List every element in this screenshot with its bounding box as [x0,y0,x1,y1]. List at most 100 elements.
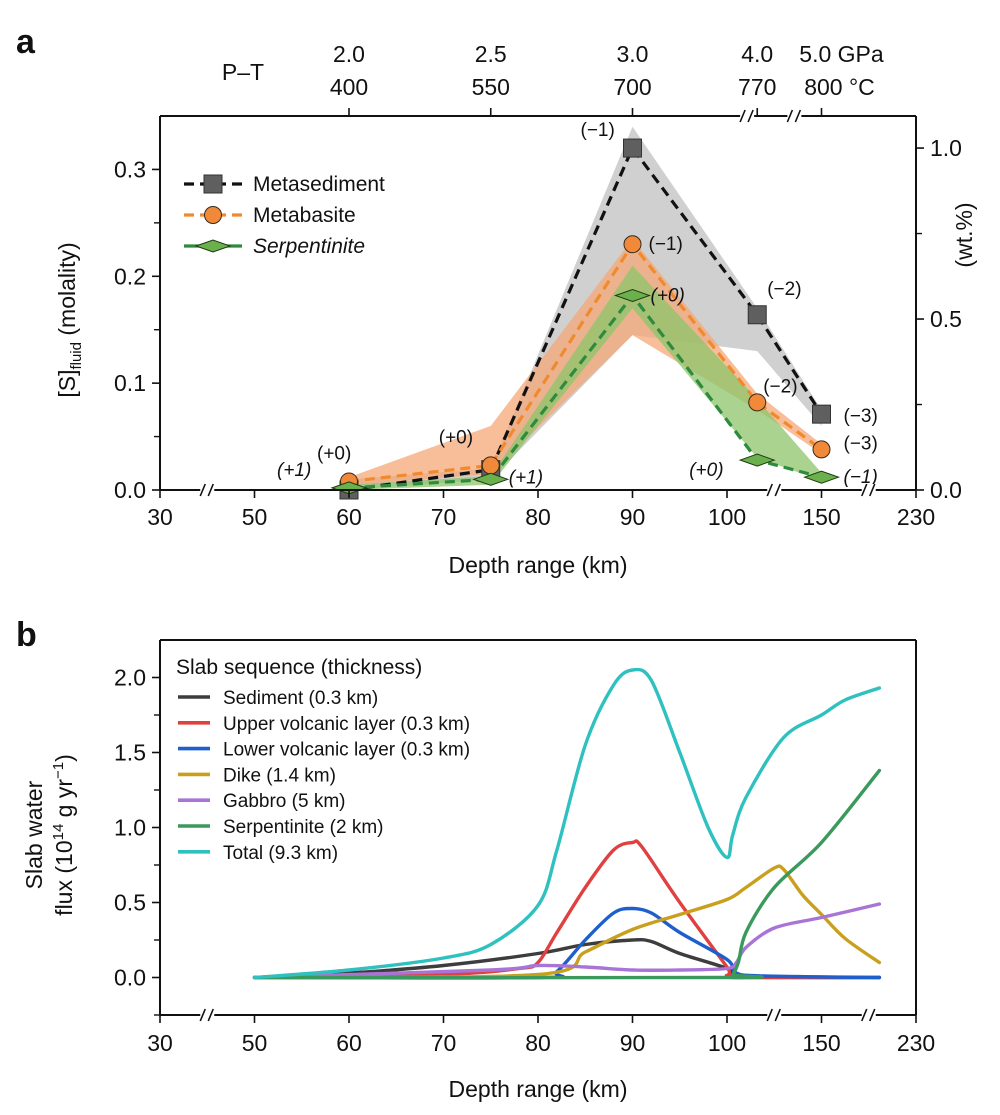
x-tick-label: 100 [708,1030,746,1056]
y-tick-label: 0.2 [114,263,146,289]
x-tick-label: 230 [897,504,935,530]
serpentinite-point [738,453,776,467]
x-tick-label: 150 [802,504,840,530]
x-axis-label: Depth range (km) [449,1076,628,1102]
metasediment-point [623,138,642,158]
legend-label: Upper volcanic layer (0.3 km) [223,714,470,735]
oxidation-state-label: (+0) [317,443,351,464]
top-tick-pressure: 2.0 [333,41,365,67]
x-axis-break-slash [861,1008,868,1022]
x-axis-break-slash [199,1008,206,1022]
top-tick-pressure: 3.0 [617,41,649,67]
oxidation-state-label: (+0) [689,460,723,481]
oxidation-state-label: (−3) [844,406,878,427]
legend-item: Sediment (0.3 km) [178,688,378,709]
y-right-tick-label: 0.5 [930,306,962,332]
y-axis-label: [S]fluid (molality) [54,242,85,397]
y-axis-label-line2: flux (1014 g yr−1) [50,754,77,916]
x-axis-break-slash [766,483,773,497]
metabasite-point [623,235,642,254]
legend-label: Sediment (0.3 km) [223,688,378,709]
legend-item: Upper volcanic layer (0.3 km) [178,714,470,735]
x-axis-break-slash [861,483,868,497]
x-tick-label: 70 [431,1030,457,1056]
oxidation-state-label: (−3) [844,433,878,454]
legend-item: Dike (1.4 km) [178,765,336,786]
x-tick-label: 150 [802,1030,840,1056]
metasediment-point [812,404,831,424]
top-tick-pressure: 5.0 GPa [799,41,884,67]
x-tick-label: 230 [897,1030,935,1056]
top-tick-pressure: 2.5 [475,41,507,67]
curve-serpentinite [252,768,882,980]
legend-title: Slab sequence (thickness) [176,656,422,679]
x-tick-label: 80 [525,1030,551,1056]
legend-label: Metasediment [253,173,385,196]
legend-item: Gabbro (5 km) [178,791,345,812]
top-tick-temperature: 400 [330,74,368,100]
x-tick-label: 30 [147,504,173,530]
legend-circle-marker [204,206,222,224]
y-axis-label-line1: Slab water [21,780,47,889]
x-axis-break-slash [207,1008,214,1022]
oxidation-state-label: (+1) [509,467,543,488]
y-tick-label: 0.5 [114,890,146,916]
x-axis-break-slash [199,483,206,497]
x-axis-break-slash [869,483,876,497]
oxidation-state-label: (−1) [649,234,683,255]
x-tick-label: 50 [242,1030,268,1056]
curve-gabbro [252,902,882,980]
oxidation-state-label: (+0) [439,427,473,448]
oxidation-state-label: (−2) [763,376,797,397]
y-right-axis-label: (wt.%) [951,202,977,267]
y-right-tick-label: 0.0 [930,477,962,503]
y-tick-label: 0.3 [114,156,146,182]
legend-label: Lower volcanic layer (0.3 km) [223,740,470,761]
top-tick-temperature: 770 [738,74,776,100]
x-axis-break-slash [869,1008,876,1022]
oxidation-state-label: (+1) [277,460,311,481]
y-tick-label: 0.0 [114,477,146,503]
y-tick-label: 0.1 [114,370,146,396]
y-tick-label: 0.0 [114,965,146,991]
top-tick-pressure: 4.0 [741,41,773,67]
serpentinite-point [802,470,841,484]
legend-label: Gabbro (5 km) [223,791,345,812]
oxidation-state-label: (−2) [767,279,801,300]
y-right-tick-label: 1.0 [930,135,962,161]
y-tick-label: 1.5 [114,740,146,766]
x-axis-break-slash [207,483,214,497]
x-tick-label: 80 [525,504,551,530]
legend-item: Metabasite [184,204,356,227]
legend-diamond-marker [194,239,232,253]
legend-label: Total (9.3 km) [223,843,338,864]
metasediment-point [747,305,767,325]
legend-label: Dike (1.4 km) [223,765,336,786]
serpentinite-point [613,288,652,303]
oxidation-state-label: (+0) [651,286,685,307]
legend-item: Serpentinite [184,235,365,258]
panel-a-label: a [16,23,36,61]
legend-square-marker [203,174,223,194]
top-axis-break-slash [794,109,802,123]
legend-label: Serpentinite [253,235,365,258]
y-tick-label: 2.0 [114,665,146,691]
curve-dike [252,864,882,980]
top-tick-temperature: 800 °C [804,74,875,100]
legend-label: Metabasite [253,204,356,227]
top-axis-break-slash [739,109,746,123]
top-tick-temperature: 550 [472,74,510,100]
oxidation-state-label: (−1) [581,120,615,141]
legend-label: Serpentinite (2 km) [223,817,384,838]
top-axis-label: P–T [222,59,264,85]
panel-a: (−1) (−2) (−3) (+0) (+0) (−1) (−2) (−3) (+1) (+1)… [54,41,977,578]
legend-item: Metasediment [184,173,385,196]
line-metasediment [348,144,823,492]
x-axis-label: Depth range (km) [449,552,628,578]
legend-item: Lower volcanic layer (0.3 km) [178,740,470,761]
y-tick-label: 1.0 [114,815,146,841]
x-tick-label: 90 [620,504,646,530]
x-tick-label: 60 [336,1030,362,1056]
curve-upper [252,839,882,980]
